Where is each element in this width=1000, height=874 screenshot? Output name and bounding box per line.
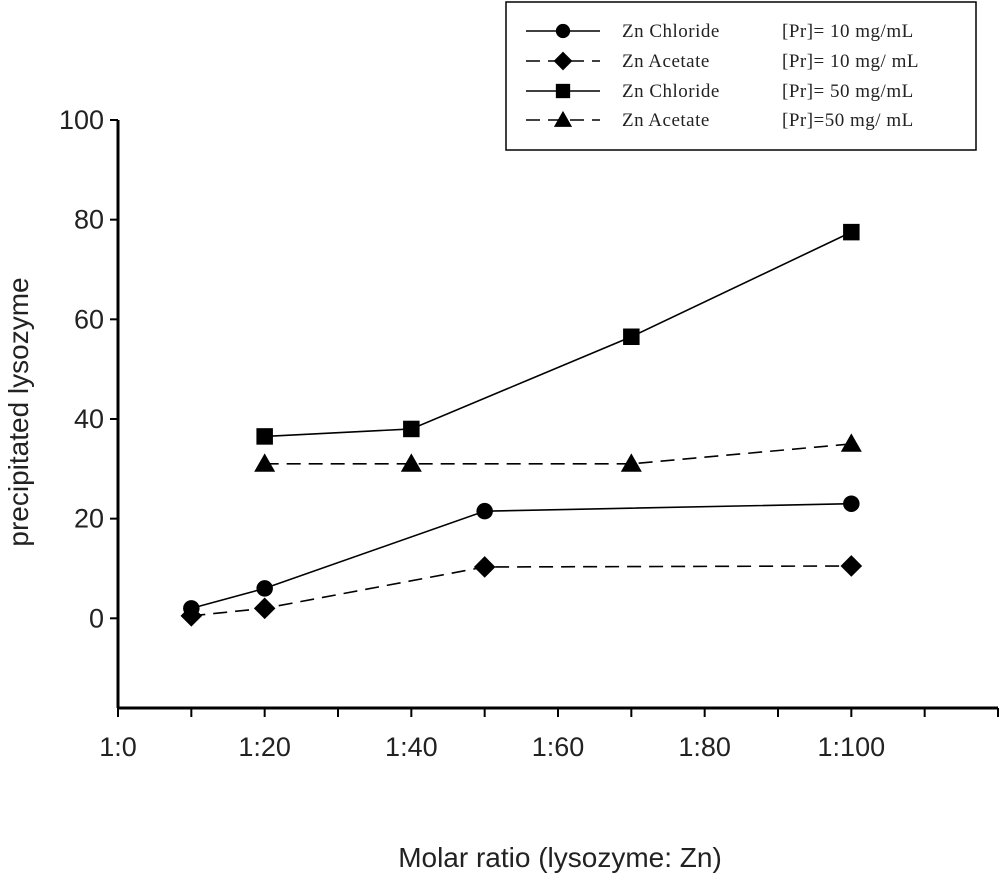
legend: Zn Chloride [Pr]= 10 mg/mL Zn Acetate [Pr]=… <box>505 1 977 151</box>
data-point-series-3 <box>623 328 640 346</box>
data-point-series-4 <box>400 453 422 472</box>
y-tick-label: 0 <box>89 603 104 633</box>
legend-marker-2 <box>553 51 573 71</box>
legend-marker-4 <box>553 110 573 127</box>
y-tick-label: 20 <box>74 504 104 534</box>
legend-concentration-4: [Pr]=50 mg/ mL <box>782 110 914 131</box>
data-point-series-2 <box>253 597 276 620</box>
series-line-2 <box>191 565 852 617</box>
y-axis-title: precipitated lysozyme <box>3 277 34 546</box>
legend-box <box>505 1 977 151</box>
series-line-3 <box>264 231 852 438</box>
y-tick-label: 100 <box>59 105 104 135</box>
legend-concentration-1: [Pr]= 10 mg/mL <box>782 21 914 42</box>
legend-concentration-3: [Pr]= 50 mg/mL <box>782 81 914 102</box>
data-point-series-3 <box>256 428 273 445</box>
y-tick-label: 40 <box>74 404 104 434</box>
data-point-series-1 <box>476 502 493 520</box>
data-point-series-2 <box>473 556 496 578</box>
data-point-series-4 <box>254 453 276 472</box>
data-point-series-2 <box>180 605 203 627</box>
data-point-series-1 <box>256 580 273 597</box>
legend-label-2: Zn Acetate <box>622 51 710 72</box>
data-point-series-2 <box>840 555 863 577</box>
legend-label-4: Zn Acetate <box>622 110 710 131</box>
x-tick-label: 1:0 <box>99 732 137 762</box>
data-point-series-4 <box>840 433 862 452</box>
legend-marker-3 <box>555 83 571 99</box>
x-tick-label: 1:60 <box>532 732 585 762</box>
y-tick-label: 80 <box>74 205 104 235</box>
legend-concentration-2: [Pr]= 10 mg/ mL <box>782 51 919 72</box>
data-point-series-1 <box>843 495 860 512</box>
x-tick-label: 1:40 <box>385 732 438 762</box>
y-tick-label: 60 <box>74 304 104 334</box>
series-line-1 <box>191 502 852 610</box>
legend-label-3: Zn Chloride <box>622 81 720 102</box>
legend-marker-1 <box>555 23 571 39</box>
series-line-4 <box>264 443 852 465</box>
legend-label-1: Zn Chloride <box>622 21 720 42</box>
data-point-series-3 <box>843 223 860 241</box>
plot-lines <box>191 231 852 617</box>
axes: 0 20 40 60 80 100 1:0 1:20 1:40 1:60 1:80 1:100 <box>59 105 999 762</box>
plot-markers <box>180 223 863 627</box>
x-tick-label: 1:20 <box>238 732 291 762</box>
data-point-series-4 <box>620 453 642 472</box>
data-point-series-3 <box>403 420 420 438</box>
x-axis-title: Molar ratio (lysozyme: Zn) <box>398 842 722 873</box>
x-tick-label: 1:100 <box>818 732 886 762</box>
x-tick-label: 1:80 <box>678 732 731 762</box>
